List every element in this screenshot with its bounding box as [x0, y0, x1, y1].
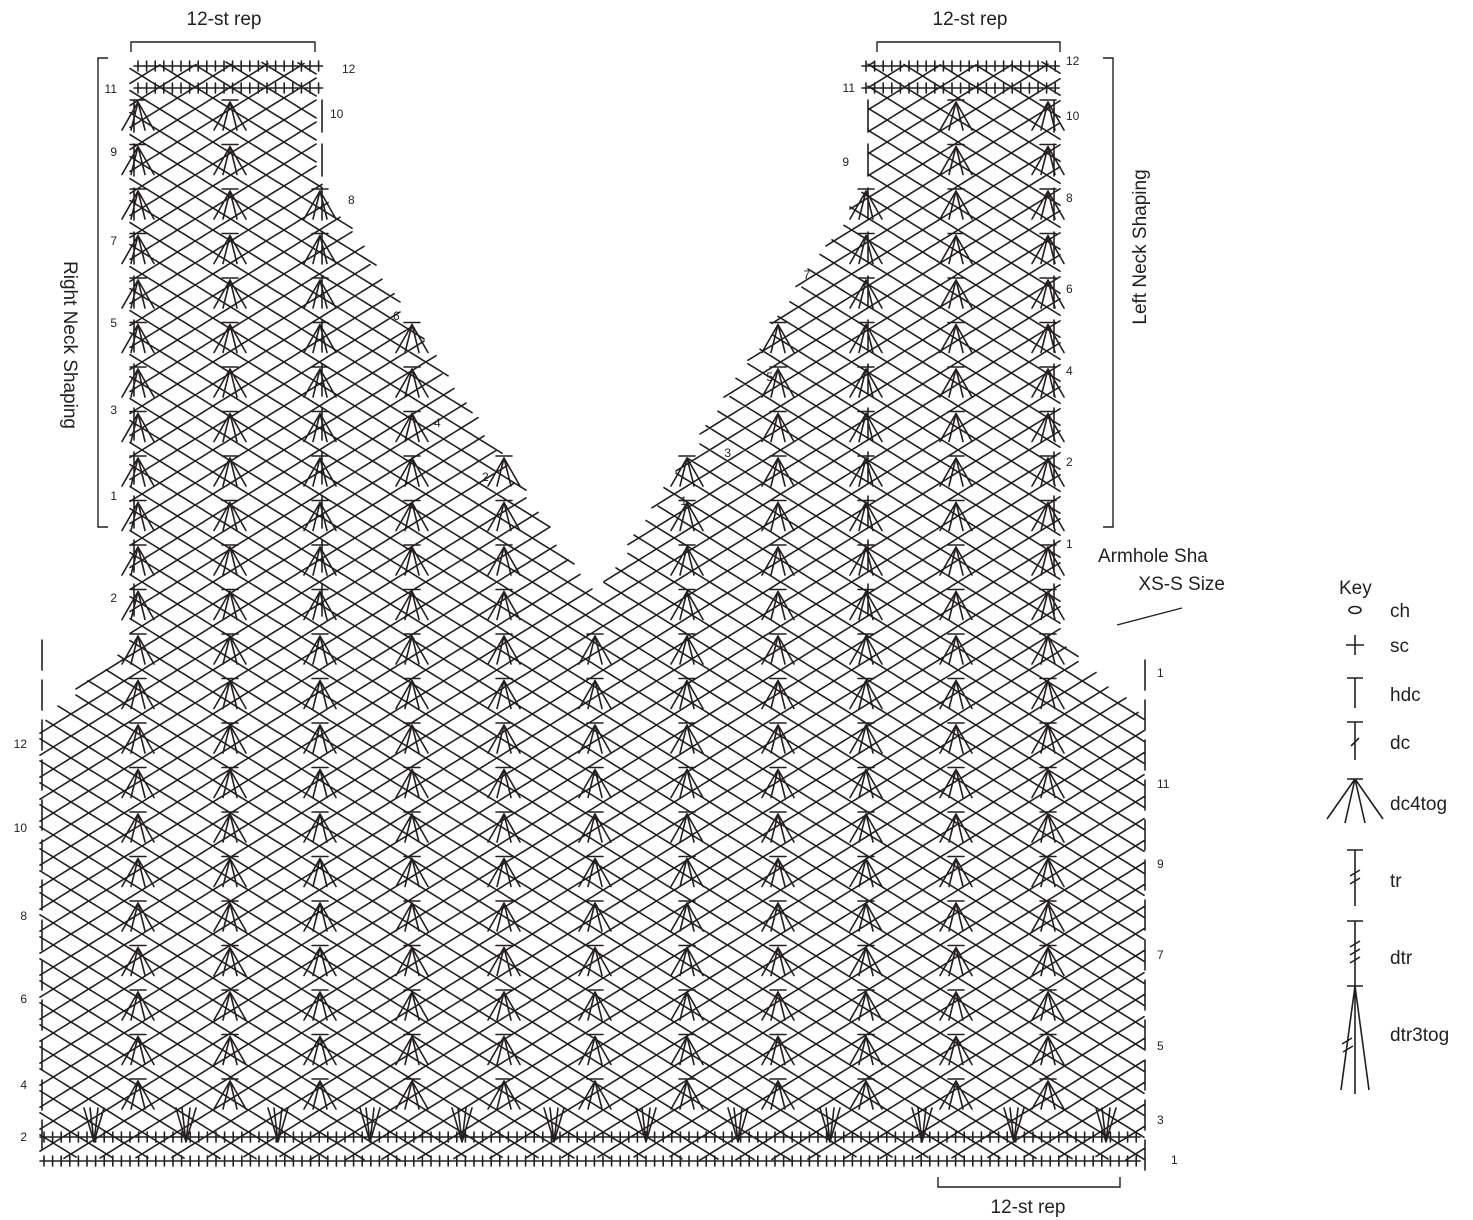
row-number: 7 [110, 234, 117, 248]
stitch-pattern [39, 60, 1146, 1171]
repeat-label-top-right: 12-st rep [933, 9, 1008, 30]
row-number: 4 [1066, 364, 1073, 378]
row-number: 1 [1171, 1153, 1178, 1167]
row-number: 1 [680, 494, 687, 508]
row-number: 8 [20, 909, 27, 923]
row-number: 11 [843, 81, 856, 95]
row-number: 9 [110, 145, 117, 159]
row-number: 4 [20, 1078, 27, 1092]
row-number: 10 [14, 821, 28, 835]
key-item-label: tr [1390, 871, 1402, 892]
row-number: 2 [20, 1130, 27, 1144]
row-number: 3 [724, 446, 731, 460]
row-number: 2 [110, 591, 117, 605]
left-neck-bracket [1103, 57, 1114, 528]
key-item-label: dtr [1390, 948, 1413, 969]
row-number: 1 [1066, 537, 1073, 551]
repeat-bracket-top-left [130, 41, 316, 52]
ch-icon [1348, 605, 1362, 615]
left-neck-label: Left Neck Shaping [1130, 169, 1151, 324]
key-item-label: dc [1390, 733, 1410, 754]
row-number: 7 [803, 268, 810, 282]
armhole-label-line2: XS-S Size [1138, 574, 1225, 595]
row-number: 1 [1157, 666, 1164, 680]
row-number: 6 [20, 992, 27, 1006]
hdc-icon [1347, 677, 1363, 708]
dc4tog-icon [1326, 778, 1384, 824]
row-number: 11 [1157, 777, 1170, 791]
dc-icon [1347, 721, 1363, 760]
dtr3tog-icon [1340, 985, 1370, 1094]
key-item-label: hdc [1390, 685, 1421, 706]
row-number: 3 [1157, 1113, 1164, 1127]
row-number: 9 [842, 155, 849, 169]
dtr-icon [1347, 920, 1363, 987]
sc-icon [1346, 635, 1364, 655]
right-neck-bracket [97, 57, 108, 528]
repeat-label-bottom: 12-st rep [991, 1197, 1066, 1218]
row-number: 11 [105, 82, 118, 96]
key-item-label: ch [1390, 601, 1410, 622]
row-number: 12 [14, 737, 28, 751]
row-number: 2 [482, 470, 489, 484]
row-number: 6 [393, 309, 400, 323]
armhole-leader-line [1116, 607, 1183, 626]
repeat-label-top-left: 12-st rep [187, 9, 262, 30]
row-number: 8 [1066, 191, 1073, 205]
row-numbers: 2468101213579111211357911246810121357911… [14, 54, 1178, 1167]
row-number: 7 [1157, 948, 1164, 962]
row-number: 4 [434, 416, 441, 430]
row-number: 3 [110, 403, 117, 417]
key-item-label: sc [1390, 636, 1409, 657]
repeat-bracket-top-right [876, 41, 1061, 52]
row-number: 2 [1066, 455, 1073, 469]
row-number: 1 [110, 489, 117, 503]
armhole-label-line1: Armhole Sha [1098, 546, 1208, 567]
right-neck-label: Right Neck Shaping [59, 261, 80, 429]
repeat-bracket-bottom [937, 1177, 1121, 1188]
row-number: 5 [766, 370, 773, 384]
row-number: 12 [1066, 54, 1080, 68]
row-number: 6 [1066, 282, 1073, 296]
row-number: 5 [110, 316, 117, 330]
row-number: 10 [330, 107, 344, 121]
key-item-label: dtr3tog [1390, 1025, 1449, 1046]
key-title: Key [1339, 578, 1372, 599]
row-number: 8 [348, 193, 355, 207]
row-number: 5 [1157, 1039, 1164, 1053]
tr-icon [1347, 849, 1363, 906]
row-number: 9 [1157, 857, 1164, 871]
row-number: 12 [342, 62, 356, 76]
key-legend: Key ch sc hdc dc dc4tog tr dtr dtr3tog [1326, 578, 1449, 1094]
key-item-label: dc4tog [1390, 794, 1447, 815]
row-number: 10 [1066, 109, 1080, 123]
